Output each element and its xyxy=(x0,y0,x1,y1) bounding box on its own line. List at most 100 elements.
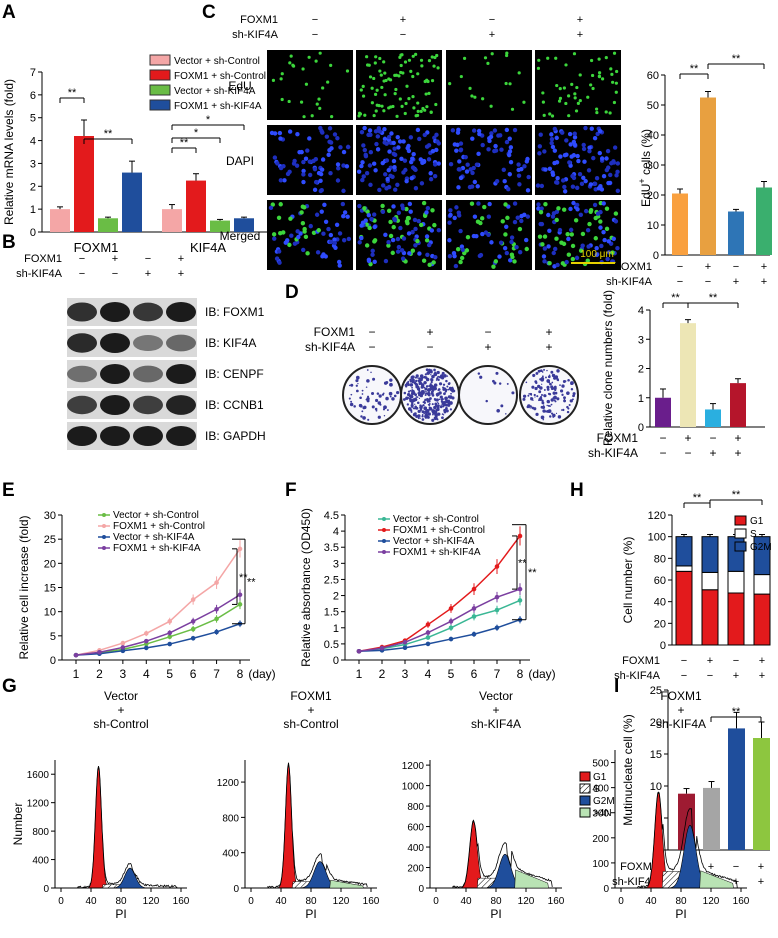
panel-g-legend-swatch xyxy=(579,807,591,818)
panel-i-conditions-foxm1-label: FOXM1 xyxy=(620,861,658,873)
panel-d-colony xyxy=(445,379,448,383)
panel-d-colony xyxy=(477,372,481,375)
panel-d-colony xyxy=(435,379,438,381)
panel-c-cell xyxy=(472,179,478,185)
panel-g-x-tick-label: 40 xyxy=(85,896,97,907)
panel-c-cell xyxy=(579,181,585,186)
panel-f-x-tick-label: 1 xyxy=(356,667,363,681)
panel-c-cell xyxy=(366,63,370,67)
panel-d-colony xyxy=(409,383,414,387)
panel-c-chart-conditions-kif4a-sign: − xyxy=(677,276,683,288)
panel-c-cells xyxy=(536,200,620,269)
panel-c-cell xyxy=(372,212,377,217)
panel-c-cell xyxy=(457,213,462,218)
panel-d-colony xyxy=(443,408,447,413)
panel-c-cell xyxy=(403,111,407,116)
panel-g-y-tick-label: 600 xyxy=(407,823,424,834)
panel-d-colony xyxy=(350,383,354,387)
panel-c-cell xyxy=(429,228,435,233)
panel-d-colony xyxy=(386,409,389,412)
panel-d-colony xyxy=(434,371,437,374)
panel-c-cell xyxy=(573,92,577,96)
panel-c-cell xyxy=(595,211,601,216)
panel-c-cell xyxy=(589,126,594,131)
panel-h-conditions-kif4a-sign: − xyxy=(681,670,687,682)
panel-e-point xyxy=(214,606,219,612)
panel-c-cell xyxy=(479,216,485,221)
panel-c-cell xyxy=(378,56,382,61)
panel-c-cell xyxy=(326,152,331,158)
panel-c-cell xyxy=(554,236,559,241)
panel-c-cell xyxy=(519,218,524,224)
panel-a-y-axis: 0 1 2 3 4 5 6 7 xyxy=(30,67,43,239)
panel-h-legend-label: S xyxy=(750,529,757,540)
panel-d-colony xyxy=(423,386,426,389)
panel-b-band xyxy=(67,395,97,415)
panel-c-cell xyxy=(310,114,314,118)
panel-c-cell xyxy=(312,187,318,193)
panel-c-cell xyxy=(610,250,615,255)
panel-d-colony xyxy=(537,369,541,373)
panel-c-cell xyxy=(502,245,508,251)
panel-f-x-tick-label: 4 xyxy=(425,667,432,681)
panel-f-series-line xyxy=(358,619,521,653)
panel-g-x-tick-label: 0 xyxy=(58,896,64,907)
panel-c-cell xyxy=(287,242,292,248)
panel-c-cell xyxy=(427,91,431,95)
panel-c-chart-y-tick-label: 60 xyxy=(647,70,659,82)
panel-c-cell xyxy=(604,110,608,114)
panel-d-colony xyxy=(511,391,515,395)
panel-c-sig-2: ** xyxy=(707,53,765,69)
panel-c-cell xyxy=(574,202,580,208)
panel-g-title: FOXM1 xyxy=(290,689,332,703)
panel-d-colony xyxy=(348,397,351,400)
panel-c-cell xyxy=(562,189,568,194)
panel-c-cell xyxy=(568,142,573,147)
panel-c-cell xyxy=(404,178,409,184)
panel-c-chart-y-tick-label: 20 xyxy=(647,190,659,202)
panel-c-cell xyxy=(380,104,384,108)
panel-c-cell xyxy=(465,234,471,240)
panel-d-colony xyxy=(531,385,535,389)
panel-d-colony xyxy=(553,395,557,400)
panel-c-cell xyxy=(548,112,552,116)
panel-d-colony xyxy=(362,406,366,410)
panel-c-cell xyxy=(435,139,440,144)
panel-c-bar xyxy=(728,211,744,255)
panel-c-cell xyxy=(570,184,576,189)
panel-c-cell xyxy=(328,239,334,245)
panel-c-cells xyxy=(356,125,441,193)
panel-e: 0 5 10 15 20 25 30 1 2 3 4 5 6 7 8 (day) Relative cell i… xyxy=(17,510,276,681)
panel-c-cell xyxy=(288,61,292,65)
panel-d-colony xyxy=(529,407,531,409)
panel-e-x-tick-label: 3 xyxy=(120,667,127,681)
panel-h-y-tick-label: 100 xyxy=(648,532,666,544)
panel-c-cell xyxy=(436,66,440,70)
panel-c-cell xyxy=(297,149,302,155)
panel-c-cell xyxy=(567,114,571,118)
panel-c-cell xyxy=(547,261,552,266)
panel-a-chart: 0 1 2 3 4 5 6 7 Relative mRNA levels (fold) FOXM1… xyxy=(2,54,270,255)
panel-c-cell xyxy=(491,264,496,269)
panel-c-cell xyxy=(278,136,283,141)
panel-c-cell xyxy=(363,152,368,158)
panel-c-cell xyxy=(392,146,397,151)
panel-d-colony xyxy=(550,412,554,415)
panel-c-cell xyxy=(580,231,586,237)
panel-c-cell xyxy=(512,127,518,133)
panel-d-colony xyxy=(555,391,558,394)
panel-f-point xyxy=(517,533,523,539)
panel-c-cell xyxy=(458,147,464,152)
panel-c-cell xyxy=(448,212,453,218)
panel-c-cell xyxy=(301,168,306,174)
panel-c-cell xyxy=(522,164,527,169)
panel-c-cell xyxy=(357,203,362,209)
panel-d-colony xyxy=(566,391,570,395)
panel-c-cell xyxy=(368,75,373,79)
panel-c-cell xyxy=(368,182,373,188)
panel-c-cell xyxy=(551,211,557,216)
panel-c-cell xyxy=(302,226,307,232)
panel-c-cell xyxy=(405,145,410,151)
panel-c-cell xyxy=(373,61,377,65)
panel-c-cell xyxy=(610,72,614,76)
